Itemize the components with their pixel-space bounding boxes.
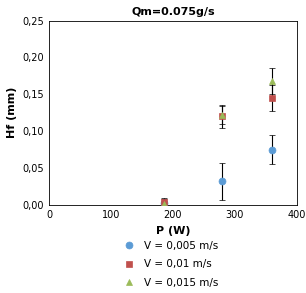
Legend: V = 0,005 m/s, V = 0,01 m/s, V = 0,015 m/s: V = 0,005 m/s, V = 0,01 m/s, V = 0,015 m… xyxy=(115,238,222,291)
X-axis label: P (W): P (W) xyxy=(156,226,190,236)
Y-axis label: Hf (mm): Hf (mm) xyxy=(7,87,17,139)
Title: Qm=0.075g/s: Qm=0.075g/s xyxy=(131,7,215,17)
